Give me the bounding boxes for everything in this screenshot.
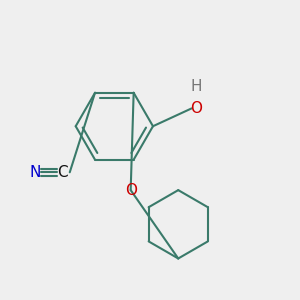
- Text: N: N: [30, 165, 41, 180]
- Text: H: H: [190, 79, 202, 94]
- Text: O: O: [190, 101, 202, 116]
- Text: C: C: [57, 165, 68, 180]
- Text: O: O: [125, 183, 137, 198]
